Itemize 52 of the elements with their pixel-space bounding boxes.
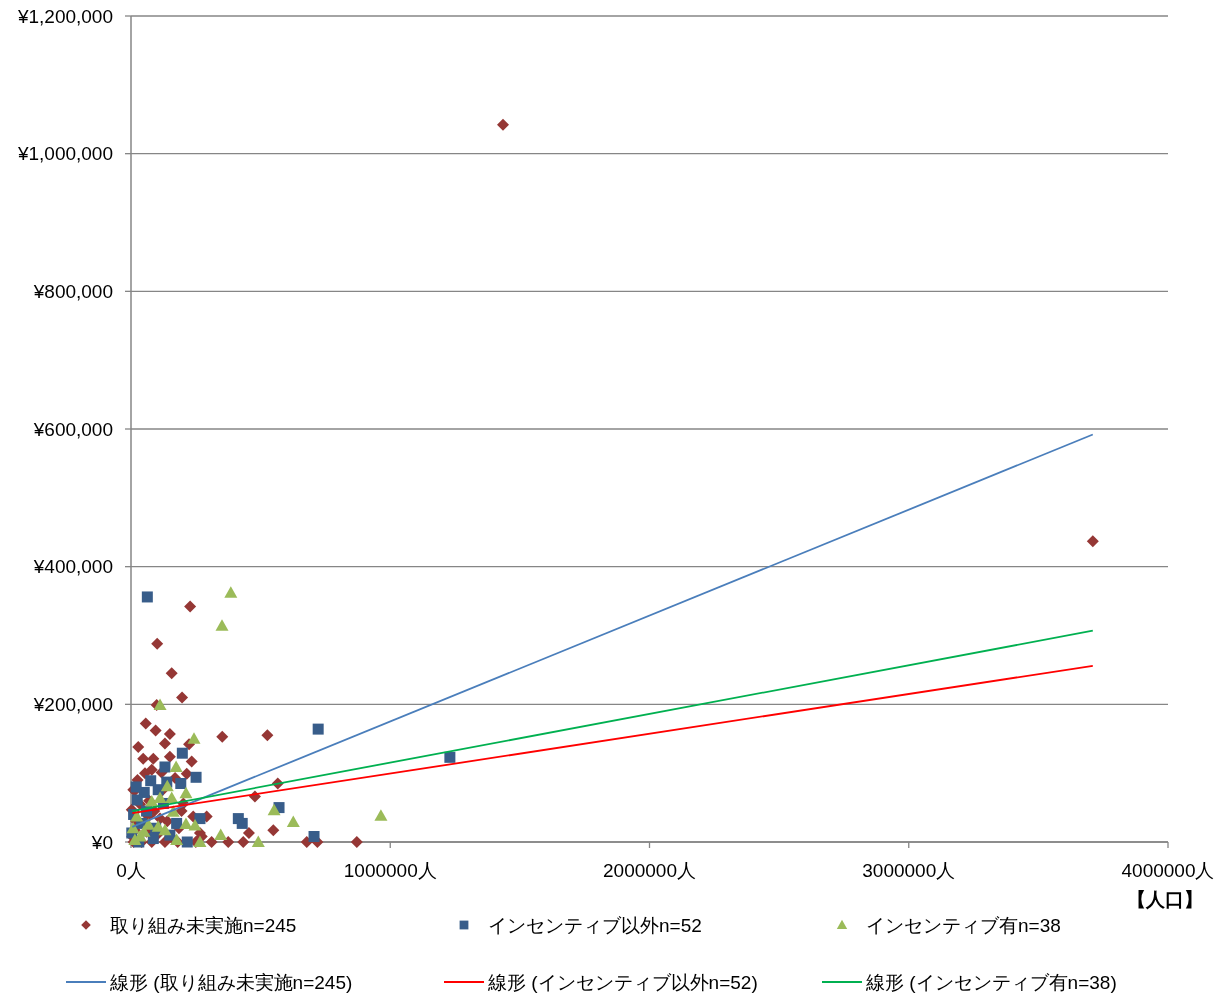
legend-label: 取り組み未実施n=245 [110,914,297,936]
point [171,817,183,829]
point [308,830,320,842]
x-tick-label: 0人 [116,860,146,881]
y-tick-label: ¥0 [90,831,113,853]
point [188,818,202,831]
y-tick-label: ¥1,000,000 [16,143,113,165]
point [267,803,281,816]
y-tick-label: ¥600,000 [32,418,113,440]
point [181,836,193,848]
point [131,794,143,806]
point [286,815,300,828]
y-tick-label: ¥1,200,000 [16,5,113,27]
point [251,835,265,847]
point [169,760,183,772]
y-tick-label: ¥800,000 [32,280,113,302]
x-tick-label: 3000000人 [862,860,956,881]
point [215,619,229,631]
x-axis-title: 【人口】 [1127,889,1203,910]
point [179,786,193,799]
point [153,791,167,803]
point [312,723,324,735]
point [194,813,206,825]
point [158,823,172,836]
x-tick-label: 2000000人 [603,860,696,881]
point [159,761,171,773]
point [190,771,202,783]
point [130,810,144,822]
point [224,586,238,598]
point [153,698,167,711]
point [374,809,388,821]
legend-label: 線形 (インセンティブ有n=38) [865,971,1117,993]
point [179,817,193,830]
point [236,817,248,829]
point [214,828,228,841]
legend-label: インセンティブ有n=38 [866,914,1061,936]
legend-label: インセンティブ以外n=52 [488,914,702,936]
y-tick-label: ¥200,000 [32,693,113,715]
point [160,779,174,792]
point [187,732,201,744]
point [193,835,207,847]
x-tick-label: 1000000人 [343,860,437,881]
point [444,751,456,763]
point [176,747,188,759]
point [145,775,157,787]
point [141,591,153,603]
legend-label: 線形 (インセンティブ以外n=52) [487,971,758,993]
point [175,777,187,789]
point [165,791,179,803]
legend-label: 線形 (取り組み未実施n=245) [109,971,353,993]
y-tick-label: ¥400,000 [32,556,113,578]
x-tick-label: 4000000人 [1121,860,1215,881]
